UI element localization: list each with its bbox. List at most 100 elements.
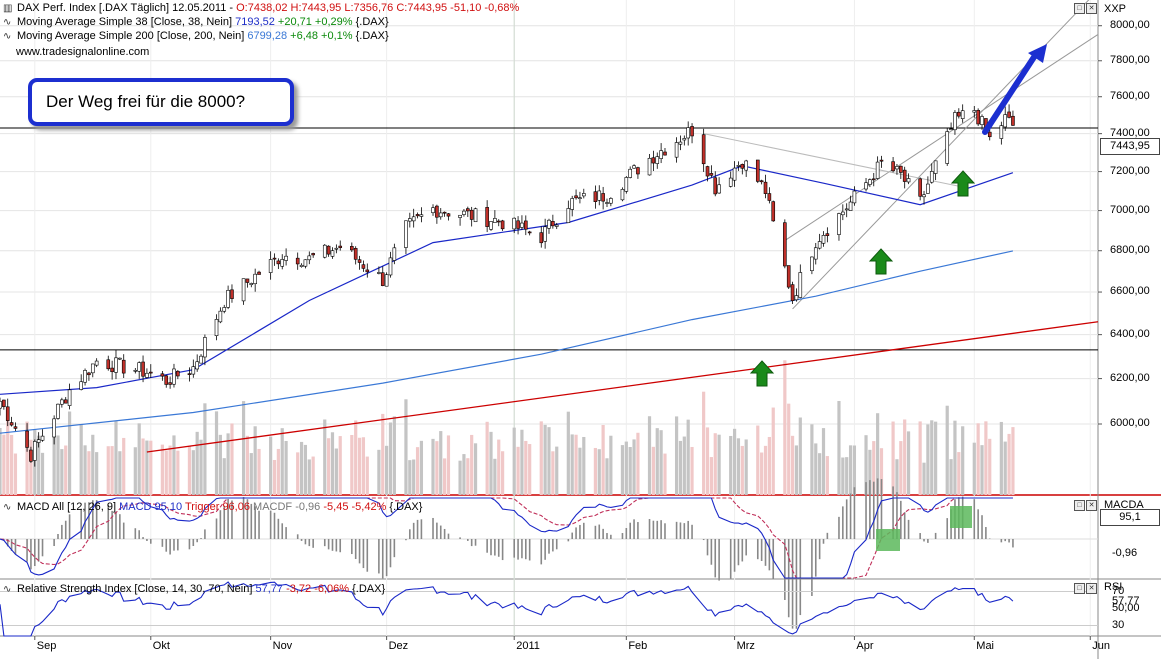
volume-bar bbox=[717, 434, 721, 495]
volume-bar bbox=[29, 439, 33, 495]
volume-bar bbox=[446, 435, 451, 495]
volume-bar bbox=[269, 436, 273, 495]
candle-body bbox=[137, 362, 141, 372]
volume-bar bbox=[682, 436, 686, 495]
volume-bar bbox=[431, 438, 435, 495]
volume-bar bbox=[493, 458, 497, 495]
x-tick-label: Okt bbox=[152, 640, 170, 652]
volume-bar bbox=[930, 420, 934, 495]
volume-bar bbox=[361, 437, 366, 495]
volume-bar bbox=[841, 457, 845, 495]
candle-body bbox=[431, 207, 435, 214]
volume-bar bbox=[176, 450, 180, 495]
candle-body bbox=[949, 128, 953, 131]
volume-bar bbox=[381, 413, 385, 495]
volume-bar bbox=[110, 446, 114, 495]
volume-bar bbox=[578, 447, 582, 495]
volume-bar bbox=[787, 403, 791, 495]
volume-bar bbox=[25, 421, 29, 495]
volume-bar bbox=[412, 459, 416, 495]
ma38-header-line: ∿ Moving Average Simple 38 [Close, 38, Ne… bbox=[3, 16, 389, 29]
candle-body bbox=[415, 214, 420, 217]
volume-bar bbox=[690, 446, 694, 495]
volume-bar bbox=[195, 431, 199, 495]
volume-bar bbox=[864, 435, 868, 495]
x-tick-label: Dez bbox=[388, 640, 409, 652]
candle-body bbox=[895, 166, 899, 170]
volume-bar bbox=[311, 456, 315, 495]
candle-body bbox=[953, 112, 957, 131]
volume-bar bbox=[999, 421, 1003, 495]
candle-body bbox=[338, 245, 343, 248]
candle-body bbox=[160, 373, 165, 377]
volume-bar bbox=[137, 423, 141, 495]
volume-bar bbox=[601, 424, 605, 495]
volume-bar bbox=[470, 434, 474, 495]
candle-body bbox=[817, 241, 822, 249]
macd-panel-maximize-button[interactable]: □ bbox=[1074, 500, 1085, 511]
candle-body bbox=[253, 273, 257, 285]
macd-highlight-box bbox=[950, 506, 972, 528]
candle-body bbox=[972, 110, 977, 113]
candle-body bbox=[999, 125, 1004, 139]
volume-bar bbox=[114, 421, 118, 495]
candle-body bbox=[798, 272, 803, 298]
volume-bar bbox=[79, 423, 83, 495]
y-tick-label: 6000,00 bbox=[1110, 416, 1150, 429]
candle-body bbox=[705, 166, 710, 177]
indicator-wave-icon: ∿ bbox=[3, 502, 12, 513]
candle-body bbox=[357, 259, 362, 263]
indicator-wave-icon: ∿ bbox=[3, 17, 12, 28]
candle-body bbox=[32, 441, 37, 461]
candle-body bbox=[512, 217, 517, 230]
macd-panel-close-button[interactable]: ✕ bbox=[1086, 500, 1097, 511]
rsi-header-line: ∿ Relative Strength Index [Close, 14, 30,… bbox=[3, 583, 385, 596]
candle-body bbox=[976, 109, 980, 125]
volume-bar bbox=[756, 425, 760, 495]
rsi-panel-maximize-button[interactable]: □ bbox=[1074, 583, 1085, 594]
candle-body bbox=[578, 197, 582, 199]
volume-bar bbox=[767, 436, 771, 495]
candle-body bbox=[241, 278, 246, 302]
volume-bar bbox=[149, 440, 153, 495]
candle-body bbox=[755, 159, 760, 182]
candle-body bbox=[435, 205, 439, 218]
main-panel-maximize-button[interactable]: □ bbox=[1074, 3, 1085, 14]
candle-body bbox=[868, 179, 872, 185]
volume-bar bbox=[663, 453, 667, 495]
main-panel-close-button[interactable]: ✕ bbox=[1086, 3, 1097, 14]
volume-bar bbox=[191, 450, 195, 495]
y-tick-label: 6400,00 bbox=[1110, 327, 1150, 340]
macdf-value-label: -0,96 bbox=[1112, 547, 1138, 559]
candle-body bbox=[628, 168, 632, 178]
volume-bar bbox=[388, 422, 393, 495]
candle-body bbox=[636, 167, 640, 175]
volume-bar bbox=[13, 453, 18, 495]
ma200-value: 6799,28 bbox=[247, 30, 288, 42]
volume-bar bbox=[686, 419, 690, 495]
green-arrow bbox=[868, 248, 894, 275]
volume-bar bbox=[736, 438, 741, 495]
candle-body bbox=[879, 159, 884, 162]
candle-body bbox=[771, 201, 776, 222]
volume-bar bbox=[501, 451, 505, 495]
volume-bar bbox=[961, 426, 965, 495]
candle-body bbox=[268, 259, 273, 273]
volume-bar bbox=[272, 459, 277, 495]
rsi-panel-close-button[interactable]: ✕ bbox=[1086, 583, 1097, 594]
volume-bar bbox=[547, 427, 551, 495]
volume-bar bbox=[489, 431, 493, 495]
candle-body bbox=[145, 372, 149, 378]
candle-body bbox=[67, 389, 72, 406]
candle-body bbox=[899, 165, 903, 173]
volume-bar bbox=[87, 451, 91, 495]
volume-bar bbox=[443, 458, 447, 495]
volume-bar bbox=[609, 435, 613, 495]
macd-trigger-line bbox=[0, 497, 1013, 579]
volume-bar bbox=[199, 439, 203, 495]
y-tick-label: 7600,00 bbox=[1110, 89, 1150, 102]
volume-bar bbox=[497, 439, 501, 495]
chart-type-icon: ▥ bbox=[3, 3, 13, 14]
volume-bar bbox=[52, 423, 56, 495]
volume-bar bbox=[168, 445, 172, 495]
